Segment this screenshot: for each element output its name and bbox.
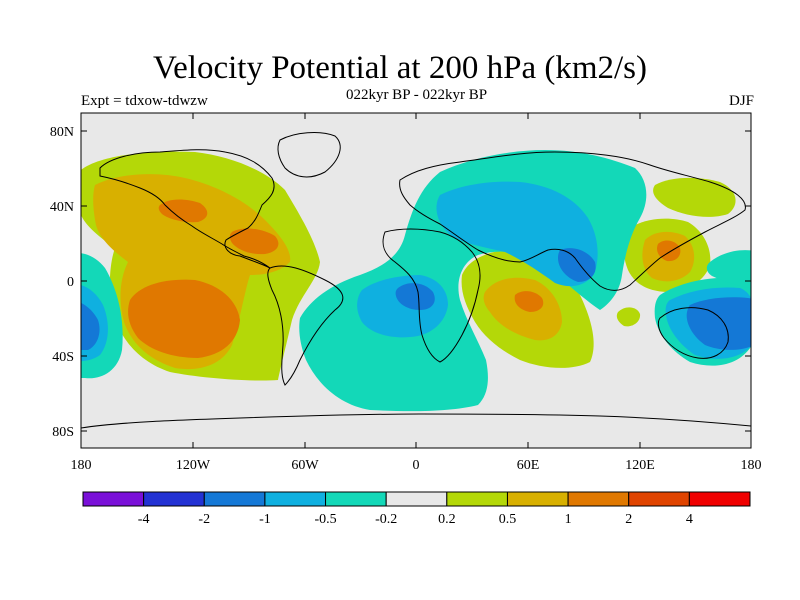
colorbar-swatch	[143, 491, 205, 507]
colorbar-label: -1	[259, 512, 271, 527]
latitude-tick-labels: 80N 40N 0 40S 80S	[50, 125, 74, 440]
positive-region-pacific-north	[653, 177, 736, 217]
colorbar-swatch	[82, 491, 145, 507]
north-america-coast	[99, 149, 275, 269]
coastlines	[81, 132, 751, 429]
africa-coast	[382, 228, 481, 363]
colorbar-label: 0.2	[438, 512, 456, 527]
season-label: DJF	[728, 93, 754, 109]
colorbar-labels: -4 -2 -1 -0.5 -0.2 0.2 0.5 1 2 4	[138, 512, 693, 527]
colorbar-swatch	[446, 491, 508, 507]
colorbar-label: -0.2	[375, 512, 397, 527]
lat-tick-label: 40S	[52, 350, 74, 365]
lon-tick-label: 60E	[517, 458, 540, 473]
colorbar-label: 4	[686, 512, 693, 527]
europe-asia-coast	[399, 151, 746, 291]
lon-tick-label: 120E	[625, 458, 655, 473]
colorbar-swatch	[567, 491, 630, 507]
colorbar-label: -0.5	[314, 512, 336, 527]
antarctica-coast	[81, 413, 751, 429]
lon-tick-label: 0	[413, 458, 420, 473]
colorbar-swatch	[506, 491, 569, 507]
colorbar-swatch	[628, 491, 690, 507]
negative-region-asia-core	[558, 248, 596, 282]
colorbar-label: 0.5	[499, 512, 517, 527]
colorbar-label: -2	[198, 512, 210, 527]
lon-tick-label: 120W	[176, 458, 211, 473]
colorbar-swatch	[688, 491, 751, 507]
colorbar	[82, 491, 751, 507]
colorbar-swatch	[385, 491, 448, 507]
positive-region-caribbean-core	[229, 228, 279, 255]
lon-tick-label: 60W	[291, 458, 319, 473]
lon-tick-label: 180	[741, 458, 762, 473]
lat-tick-label: 80S	[52, 425, 74, 440]
negative-region-pacific-far-east	[706, 250, 751, 289]
positive-region-americas-core-south	[128, 279, 240, 358]
lat-tick-label: 0	[67, 275, 74, 290]
experiment-label: Expt = tdxow-tdwzw	[81, 93, 208, 109]
south-america-coast	[267, 265, 344, 386]
negative-region-asia-mid	[436, 181, 598, 287]
lat-tick-label: 40N	[50, 200, 74, 215]
positive-region-africa-core	[514, 291, 544, 312]
negative-region-atlantic-core	[395, 283, 435, 310]
axis-ticks	[81, 113, 751, 448]
map-subtitle: 022kyr BP - 022kyr BP	[345, 87, 488, 103]
colorbar-label: 1	[565, 512, 572, 527]
colorbar-swatch	[264, 491, 327, 507]
positive-region-americas-core-north	[158, 199, 208, 223]
lat-tick-label: 80N	[50, 125, 74, 140]
colorbar-label: 2	[625, 512, 632, 527]
negative-region-dateline-core	[81, 302, 100, 350]
colorbar-label: -4	[138, 512, 150, 527]
longitude-tick-labels: 180 120W 60W 0 60E 120E 180	[71, 458, 762, 473]
colorbar-swatch	[325, 491, 387, 507]
negative-region-pacific-core	[686, 297, 751, 350]
lon-tick-label: 180	[71, 458, 92, 473]
map-title: Velocity Potential at 200 hPa (km2/s)	[152, 50, 648, 86]
greenland-coast	[277, 132, 341, 178]
australia-coast	[657, 307, 729, 359]
colorbar-swatch	[203, 491, 266, 507]
map-area	[81, 113, 751, 448]
positive-region-small-patch	[616, 307, 641, 327]
